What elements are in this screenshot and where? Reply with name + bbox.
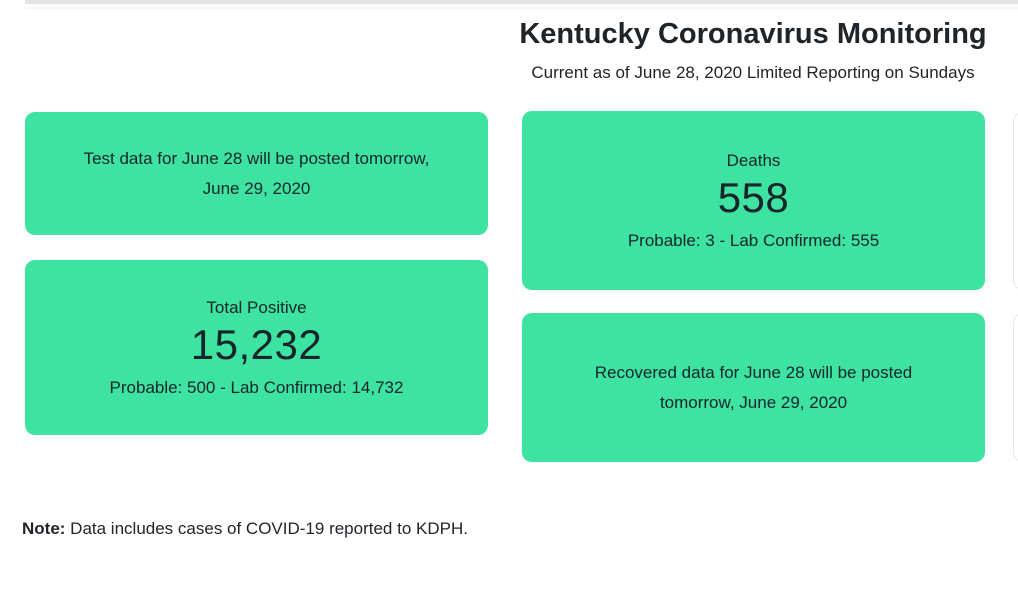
notice-line: tomorrow, June 29, 2020 [659,392,848,412]
deaths-value: 558 [717,173,790,221]
top-divider-bar [25,0,1018,4]
deaths-label: Deaths [726,150,781,170]
page-subtitle: Current as of June 28, 2020 Limited Repo… [531,63,975,82]
total-positive-detail: Probable: 500 - Lab Confirmed: 14,732 [109,377,404,397]
deaths-detail: Probable: 3 - Lab Confirmed: 555 [627,230,880,250]
footnote: Note: Data includes cases of COVID-19 re… [22,518,468,540]
notice-line: Test data for June 28 will be posted tom… [83,148,430,168]
partial-card-edge-bottom-right [1013,313,1018,462]
top-divider-bar-faint [25,7,1018,9]
page-header: Kentucky Coronavirus Monitoring Current … [486,18,1018,84]
page-title: Kentucky Coronavirus Monitoring [519,18,987,50]
card-total-positive-stat: Total Positive 15,232 Probable: 500 - La… [25,260,488,435]
footnote-label: Note: [22,519,66,538]
card-deaths-stat: Deaths 558 Probable: 3 - Lab Confirmed: … [522,111,985,290]
card-recovered-notice: Recovered data for June 28 will be poste… [522,313,985,462]
partial-card-edge-top-right [1013,112,1018,290]
notice-line: June 29, 2020 [202,178,311,198]
footnote-text: Data includes cases of COVID-19 reported… [65,519,468,538]
total-positive-value: 15,232 [190,320,323,368]
notice-line: Recovered data for June 28 will be poste… [594,362,913,382]
card-test-data-notice: Test data for June 28 will be posted tom… [25,112,488,235]
total-positive-label: Total Positive [206,297,307,317]
